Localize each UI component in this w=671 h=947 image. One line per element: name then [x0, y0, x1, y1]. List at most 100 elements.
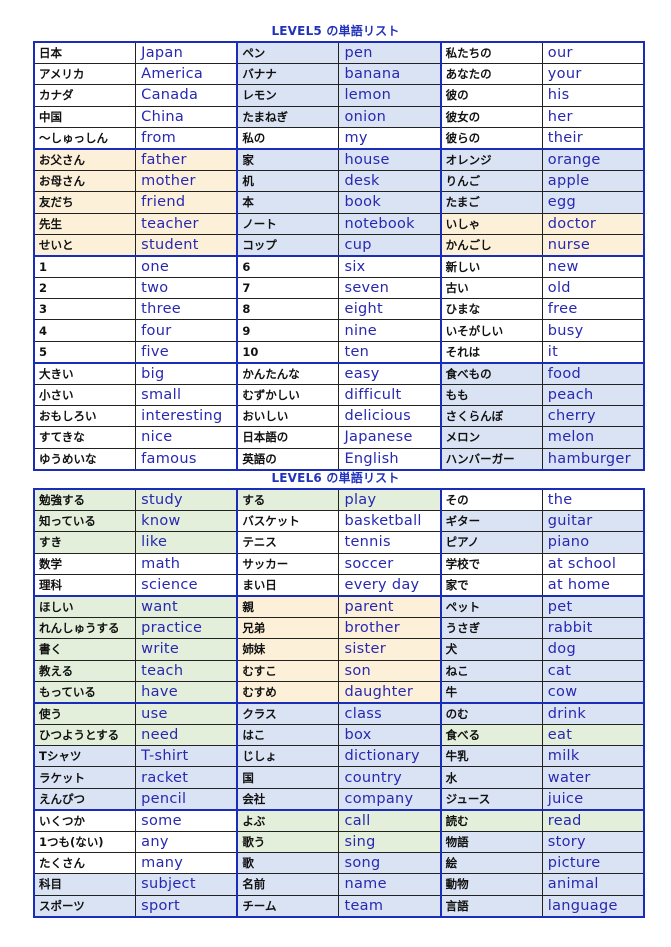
english-word: book: [338, 191, 442, 214]
english-word: box: [338, 724, 442, 747]
japanese-word: もも: [439, 383, 543, 407]
japanese-word: 友だち: [33, 191, 137, 214]
japanese-word: バスケット: [236, 510, 340, 533]
english-word: difficult: [338, 383, 442, 407]
english-word: Canada: [135, 84, 238, 107]
japanese-word: 6: [236, 254, 340, 279]
english-word: your: [541, 63, 645, 86]
english-word: subject: [135, 873, 238, 896]
japanese-word: たくさん: [33, 852, 137, 875]
japanese-word: それは: [439, 340, 543, 364]
japanese-word: 日本語の: [236, 426, 340, 449]
japanese-word: 英語の: [236, 447, 340, 471]
english-word: the: [541, 488, 645, 512]
japanese-word: 勉強する: [33, 488, 137, 512]
english-word: my: [338, 126, 442, 150]
english-word: eat: [541, 724, 645, 747]
japanese-word: 9: [236, 319, 340, 342]
english-word: China: [135, 105, 238, 128]
english-word: their: [541, 126, 645, 150]
japanese-word: アメリカ: [33, 63, 137, 86]
english-word: song: [338, 852, 442, 875]
word-row: えんぴつ pencil 会社 company ジュース juice: [33, 787, 645, 811]
english-word: milk: [541, 745, 645, 768]
english-word: nice: [135, 426, 238, 449]
english-word: notebook: [338, 212, 442, 235]
english-word: orange: [541, 147, 645, 172]
english-word: from: [135, 126, 238, 150]
word-row: ラケット racket 国 country 水 water: [33, 766, 645, 789]
word-row: たくさん many 歌 song 絵 picture: [33, 852, 645, 875]
english-word: food: [541, 361, 645, 385]
level5-word-table: 日本 Japan ペン pen 私たちの our アメリカ America バナナ banana あ…: [33, 41, 645, 471]
english-word: T-shirt: [135, 745, 238, 768]
english-word: six: [338, 254, 442, 279]
word-row: せいと student コップ cup かんごし nurse: [33, 233, 645, 257]
english-word: rabbit: [541, 617, 645, 640]
english-word: onion: [338, 105, 442, 128]
japanese-word: いしゃ: [439, 212, 543, 235]
word-row: もっている have むすめ daughter 牛 cow: [33, 680, 645, 704]
english-word: two: [135, 277, 238, 300]
japanese-word: いそがしい: [439, 319, 543, 342]
english-word: America: [135, 63, 238, 86]
english-word: cup: [338, 233, 442, 257]
japanese-word: よぶ: [236, 808, 340, 832]
english-word: five: [135, 340, 238, 364]
english-word: piano: [541, 531, 645, 554]
word-row: 数学 math サッカー soccer 学校で at school: [33, 552, 645, 575]
japanese-word: 数学: [33, 552, 137, 575]
english-word: apple: [541, 170, 645, 193]
english-word: egg: [541, 191, 645, 214]
japanese-word: あなたの: [439, 63, 543, 86]
english-word: our: [541, 41, 645, 65]
english-word: every day: [338, 573, 442, 597]
word-row: いくつか some よぶ call 読む read: [33, 808, 645, 832]
english-word: sister: [338, 638, 442, 661]
japanese-word: かんたんな: [236, 361, 340, 385]
japanese-word: 牛: [439, 680, 543, 704]
japanese-word: ほしい: [33, 594, 137, 619]
english-word: interesting: [135, 405, 238, 428]
japanese-word: 小さい: [33, 383, 137, 407]
english-word: call: [338, 808, 442, 832]
word-row: れんしゅうする practice 兄弟 brother うさぎ rabbit: [33, 617, 645, 640]
japanese-word: ひつようとする: [33, 724, 137, 747]
japanese-word: まい日: [236, 573, 340, 597]
english-word: big: [135, 361, 238, 385]
japanese-word: 古い: [439, 277, 543, 300]
english-word: mother: [135, 170, 238, 193]
english-word: play: [338, 488, 442, 512]
english-word: busy: [541, 319, 645, 342]
japanese-word: ラケット: [33, 766, 137, 789]
english-word: animal: [541, 873, 645, 896]
japanese-word: 理科: [33, 573, 137, 597]
english-word: tennis: [338, 531, 442, 554]
english-word: cow: [541, 680, 645, 704]
english-word: daughter: [338, 680, 442, 704]
english-word: friend: [135, 191, 238, 214]
english-word: seven: [338, 277, 442, 300]
japanese-word: いくつか: [33, 808, 137, 832]
english-word: small: [135, 383, 238, 407]
english-word: sport: [135, 894, 238, 918]
english-word: team: [338, 894, 442, 918]
word-row: ゆうめいな famous 英語の English ハンバーガー hamburger: [33, 447, 645, 471]
english-word: racket: [135, 766, 238, 789]
english-word: student: [135, 233, 238, 257]
japanese-word: 1: [33, 254, 137, 279]
japanese-word: 会社: [236, 787, 340, 811]
japanese-word: うさぎ: [439, 617, 543, 640]
japanese-word: 読む: [439, 808, 543, 832]
japanese-word: お母さん: [33, 170, 137, 193]
japanese-word: コップ: [236, 233, 340, 257]
japanese-word: Tシャツ: [33, 745, 137, 768]
english-word: son: [338, 659, 442, 682]
japanese-word: むすめ: [236, 680, 340, 704]
english-word: doctor: [541, 212, 645, 235]
english-word: story: [541, 830, 645, 854]
word-row: 5 five 10 ten それは it: [33, 340, 645, 364]
word-row: 1つも(ない) any 歌う sing 物語 story: [33, 830, 645, 854]
word-row: ひつようとする need はこ box 食べる eat: [33, 724, 645, 747]
word-row: ～しゅっしん from 私の my 彼らの their: [33, 126, 645, 150]
